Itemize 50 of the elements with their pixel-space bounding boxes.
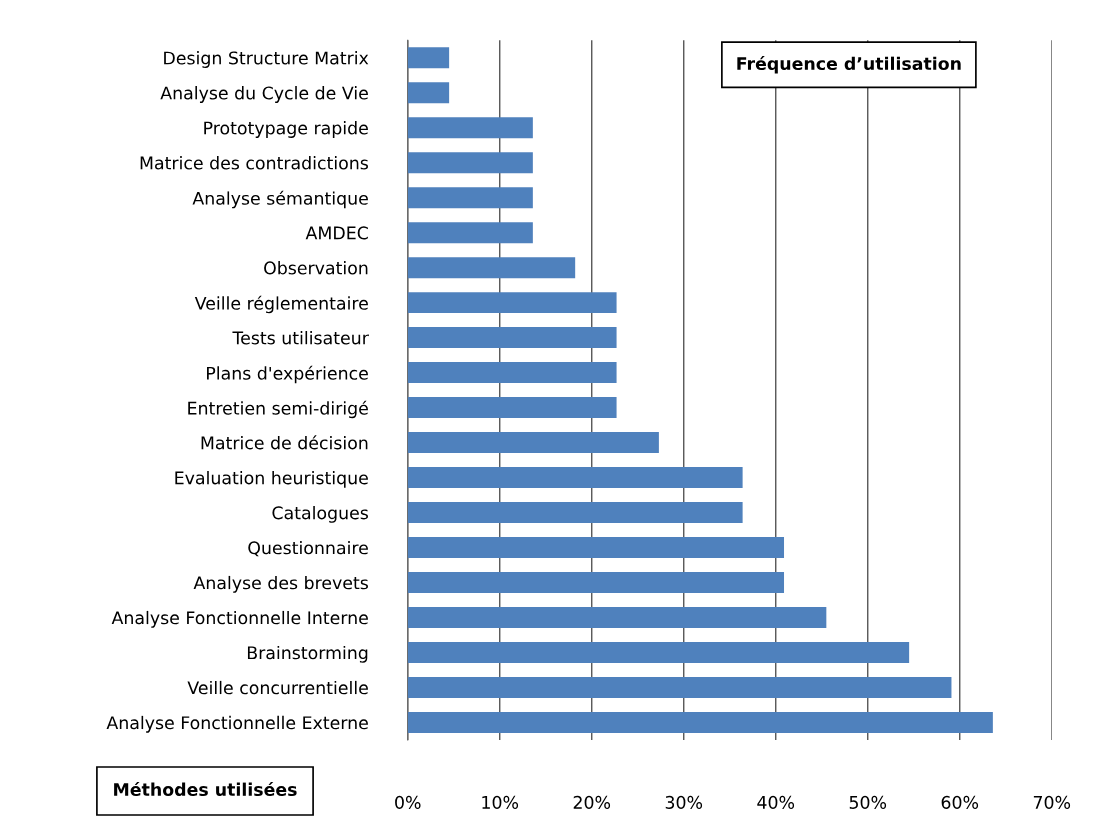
bar [407,222,533,244]
bar [407,676,952,698]
y-tick-label: Matrice des contradictions [140,156,368,170]
x-tick-label: 30% [665,795,703,809]
y-axis-title: Méthodes utilisées [114,781,297,797]
y-tick-label: Entretien semi-dirigé [188,400,368,419]
y-tick-label: Brainstorming [247,645,368,663]
x-tick-label: 10% [482,795,519,809]
bar [407,362,617,384]
y-tick-label: Evaluation heuristique [175,470,368,488]
bar [407,397,617,419]
bar [407,537,785,559]
bar [407,47,450,69]
bar [407,711,993,733]
bar [407,641,910,663]
y-tick-label: Veille concurrentielle [187,680,368,695]
y-tick-label: Design Structure Matrix [164,51,369,68]
bar [407,292,617,314]
x-tick-label: 60% [941,795,979,809]
bar [407,572,785,594]
bar [407,327,617,349]
y-tick-label: Plans d'expérience [207,365,368,384]
bar [407,82,450,104]
y-tick-label: AMDEC [305,226,368,240]
y-tick-label: Analyse du Cycle de Vie [160,86,368,103]
bar [407,467,743,489]
y-tick-label: Catalogues [272,505,368,523]
x-tick-label: 0% [395,795,421,809]
y-tick-label: Analyse sémantique [192,190,368,209]
y-tick-label: Tests utilisateur [232,331,369,345]
bar [407,432,659,454]
bar [407,187,533,209]
x-tick-label: 70% [1033,795,1071,809]
y-tick-label: Observation [264,261,368,275]
y-tick-label: Analyse Fonctionnelle Interne [111,610,368,628]
text: Fréquence d’utilisation [737,55,961,74]
bar [407,152,533,174]
y-tick-label: Matrice de décision [201,435,368,450]
bar [407,117,533,139]
y-tick-label: Prototypage rapide [204,121,368,138]
x-tick-label: 20% [573,795,611,809]
bar [407,257,576,279]
x-tick-label: 40% [757,795,795,809]
bar [407,607,827,628]
y-tick-label: Veille réglementaire [194,295,368,314]
y-tick-label: Analyse des brevets [193,575,368,593]
bar [407,502,743,524]
x-tick-label: 50% [849,795,887,809]
y-tick-label: Analyse Fonctionnelle Externe [106,715,368,733]
y-tick-label: Questionnaire [248,540,368,557]
